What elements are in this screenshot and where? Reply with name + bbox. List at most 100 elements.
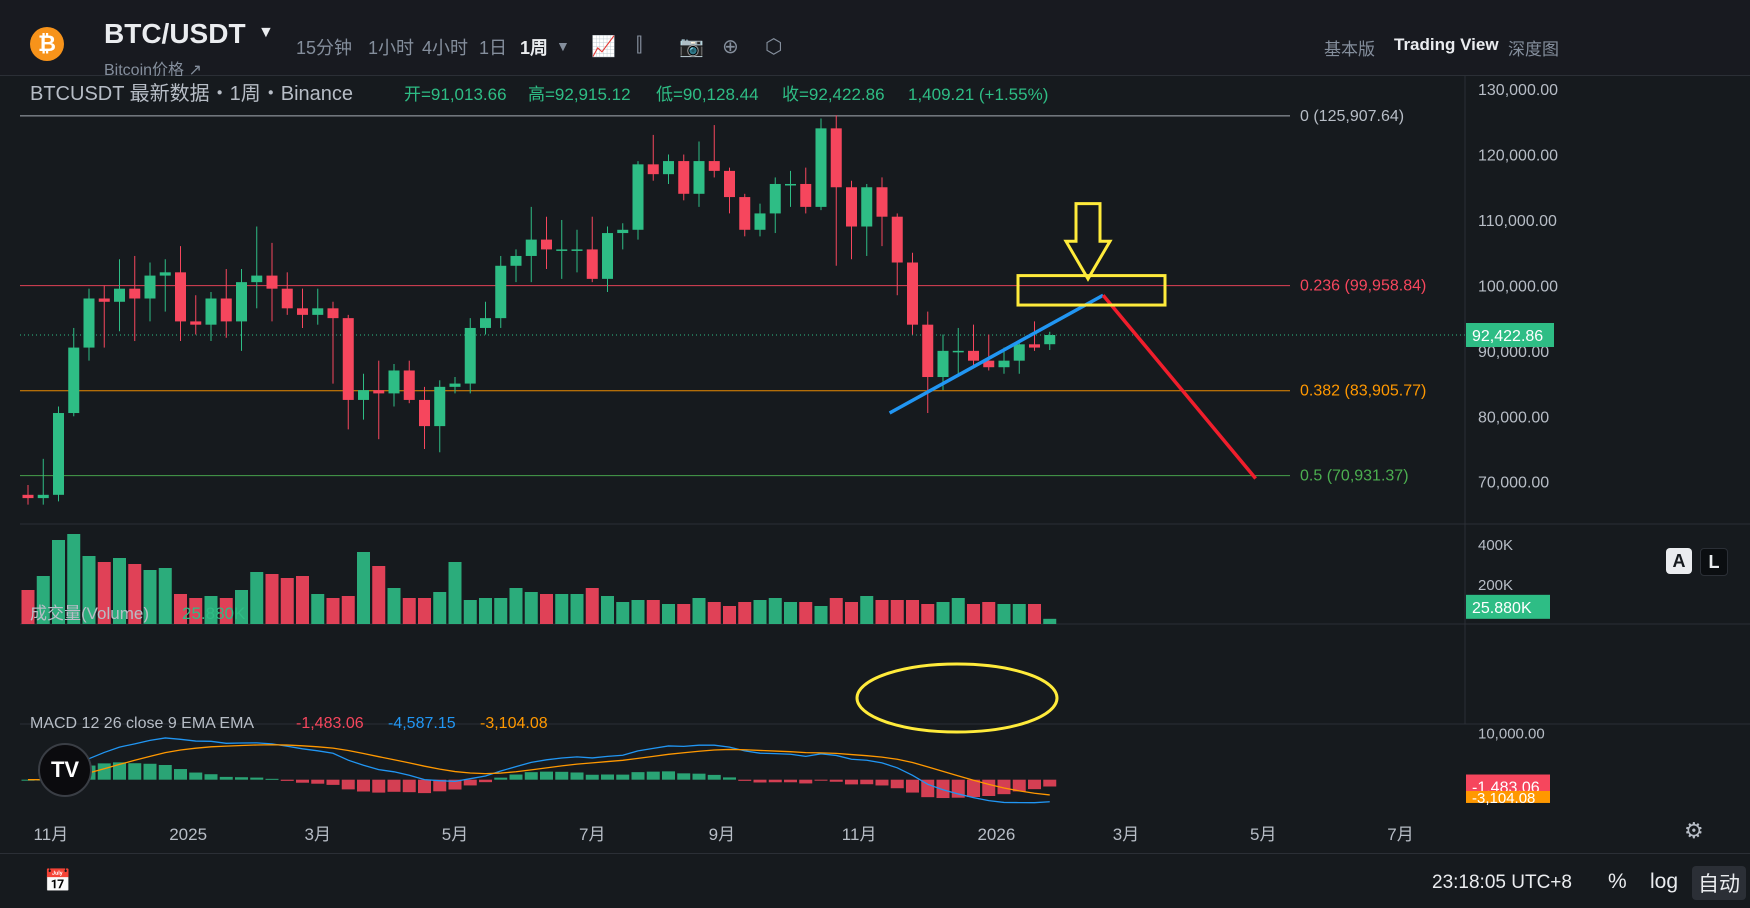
volume-bar — [829, 598, 843, 624]
volume-bar — [265, 574, 279, 624]
candle-body — [663, 161, 674, 175]
macd-hist-bar — [402, 779, 416, 793]
macd-hist-bar — [860, 779, 874, 785]
timeframe-dropdown-icon[interactable]: ▼ — [556, 38, 570, 54]
volume-bar — [158, 568, 172, 624]
legend-open: 开=91,013.66 — [404, 85, 507, 104]
candle-body — [388, 370, 400, 394]
macd-hist-bar — [997, 779, 1011, 795]
candle-body — [480, 318, 491, 328]
macd-hist-bar — [845, 779, 858, 785]
candle-body — [236, 282, 247, 322]
auto-scale-A-button[interactable]: A — [1666, 548, 1692, 574]
macd-hist-bar — [646, 771, 660, 780]
candle-body — [312, 308, 324, 315]
timeframe-1d[interactable]: 1日 — [479, 38, 508, 58]
view-depth[interactable]: 深度图 — [1508, 40, 1559, 59]
legend-high: 高=92,915.12 — [528, 85, 631, 104]
fib-level-label: 0 (125,907.64) — [1300, 108, 1404, 125]
macd-legend-hist: -1,483.06 — [296, 715, 364, 732]
volume-bar — [372, 566, 386, 624]
macd-highlight-ellipse — [855, 662, 1059, 734]
legend-symbol: BTCUSDT 最新数据・1周・Binance — [30, 82, 353, 105]
macd-hist-bar — [463, 779, 477, 786]
volume-bar — [814, 606, 828, 624]
macd-hist-bar — [219, 776, 233, 780]
log-button[interactable]: log — [1650, 870, 1679, 893]
candle-body — [83, 298, 95, 348]
candle-body — [342, 318, 354, 400]
timeframe-4h[interactable]: 4小时 — [422, 38, 469, 58]
volume-bar — [890, 600, 904, 624]
auto-button[interactable]: 自动 — [1692, 866, 1746, 900]
macd-hist-bar — [433, 779, 447, 792]
plot-background — [20, 76, 1465, 852]
candle-body — [769, 183, 781, 214]
volume-bar — [402, 598, 416, 624]
timeframe-1w[interactable]: 1周 — [520, 38, 549, 58]
pair-title[interactable]: BTC/USDT — [104, 18, 246, 49]
volume-bar — [723, 606, 736, 624]
add-indicator-icon[interactable]: ⊕ — [722, 36, 739, 58]
macd-hist-bar — [326, 779, 340, 785]
macd-hist-bar — [631, 772, 645, 780]
candle-body — [754, 213, 766, 230]
time-axis-tick: 5月 — [1250, 825, 1276, 844]
macd-hist-bar — [570, 772, 584, 780]
candle-body — [358, 390, 369, 400]
bitcoin-icon: ₿ — [30, 27, 64, 61]
settings-hex-icon[interactable]: ⬡ — [765, 36, 783, 58]
percent-scale-button[interactable]: % — [1608, 870, 1627, 893]
indicator-chart-icon[interactable]: 📈 — [591, 36, 616, 58]
volume-bar — [311, 594, 325, 624]
view-basic[interactable]: 基本版 — [1324, 40, 1375, 59]
candle-body — [1044, 334, 1056, 345]
macd-hist-bar — [692, 773, 706, 780]
macd-hist-bar — [128, 763, 142, 780]
macd-hist-bar — [174, 769, 187, 780]
volume-bar — [875, 600, 889, 624]
log-scale-L-button[interactable]: L — [1700, 548, 1728, 576]
view-tradingview[interactable]: Trading View — [1394, 35, 1499, 54]
candle-body — [1013, 344, 1025, 361]
volume-bar — [738, 602, 752, 624]
macd-hist-bar — [158, 765, 172, 780]
candle-body — [693, 161, 705, 194]
volume-bar — [1043, 618, 1057, 624]
candle-type-icon[interactable]: ⫿ — [636, 34, 643, 56]
macd-hist-bar — [555, 771, 569, 780]
volume-bar — [936, 602, 950, 624]
candle-body — [403, 370, 415, 400]
timeframe-1h[interactable]: 1小时 — [368, 38, 415, 58]
macd-hist-bar — [418, 779, 431, 794]
volume-bar — [692, 598, 706, 624]
last-price-badge — [1466, 322, 1554, 347]
chevron-down-icon[interactable]: ▼ — [258, 24, 274, 41]
macd-hist-bar — [1028, 779, 1041, 790]
gear-icon[interactable]: ⚙ — [1684, 818, 1704, 843]
camera-icon[interactable]: 📷 — [679, 36, 704, 58]
volume-bar — [784, 602, 797, 624]
volume-bar — [250, 572, 264, 624]
macd-hist-bar — [113, 762, 126, 780]
candle-body — [251, 275, 263, 283]
macd-hist-bar — [707, 774, 721, 780]
volume-bar — [387, 588, 401, 624]
candle-body — [419, 399, 430, 427]
macd-legend-macd: -4,587.15 — [388, 715, 456, 732]
macd-hist-bar — [662, 771, 675, 780]
timeframe-15m[interactable]: 15分钟 — [296, 38, 353, 58]
volume-bar — [677, 604, 691, 624]
candle-body — [220, 298, 232, 322]
volume-bar — [997, 604, 1011, 624]
price-chart[interactable]: 0 (125,907.64) 0.236 (99,958.84) 0.382 (83… — [0, 76, 1750, 852]
macd-hist-bar — [265, 778, 279, 780]
volume-bar — [524, 592, 538, 624]
pair-subtitle-link[interactable]: Bitcoin价格 ↗ — [104, 62, 202, 79]
candle-body — [373, 390, 385, 394]
volume-bar — [52, 540, 65, 624]
volume-axis-tick: 400K — [1478, 537, 1513, 554]
date-range-icon[interactable]: 📅 — [44, 868, 72, 893]
macd-hist-bar — [784, 779, 797, 783]
price-axis-tick: 110,000.00 — [1478, 213, 1557, 230]
